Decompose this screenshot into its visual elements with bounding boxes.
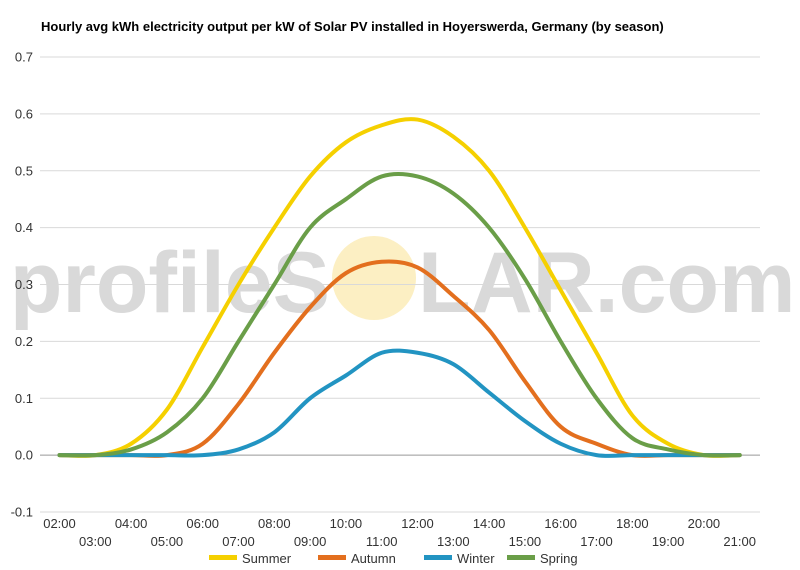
x-tick-label: 08:00 [258, 516, 291, 531]
legend: Summer Autumn Winter Spring [209, 551, 578, 566]
legend-item-winter: Winter [424, 551, 495, 566]
y-tick-label: 0.4 [15, 220, 33, 235]
legend-item-spring: Spring [507, 551, 578, 566]
watermark: profileS LAR.com [10, 235, 796, 331]
legend-label: Spring [540, 551, 578, 566]
series-line-summer [57, 117, 742, 458]
x-tick-label: 10:00 [330, 516, 363, 531]
x-tick-label: 05:00 [151, 534, 184, 549]
x-tick-label: 12:00 [401, 516, 434, 531]
legend-swatch [318, 555, 346, 560]
x-tick-label: 03:00 [79, 534, 112, 549]
x-tick-label: 07:00 [222, 534, 255, 549]
x-tick-label: 13:00 [437, 534, 470, 549]
y-tick-label: 0.3 [15, 277, 33, 292]
x-tick-label: 21:00 [723, 534, 756, 549]
legend-item-autumn: Autumn [318, 551, 396, 566]
legend-label: Winter [457, 551, 495, 566]
y-axis: -0.1 0.0 0.1 0.2 0.3 0.4 0.5 0.6 0.7 [11, 50, 33, 520]
legend-label: Summer [242, 551, 292, 566]
x-tick-label: 19:00 [652, 534, 685, 549]
x-tick-label: 09:00 [294, 534, 327, 549]
x-tick-label: 14:00 [473, 516, 506, 531]
x-tick-label: 18:00 [616, 516, 649, 531]
grid [40, 56, 760, 513]
legend-item-summer: Summer [209, 551, 292, 566]
x-tick-label: 06:00 [186, 516, 219, 531]
x-tick-label: 20:00 [688, 516, 721, 531]
legend-swatch [209, 555, 237, 560]
y-tick-label: 0.1 [15, 391, 33, 406]
x-tick-label: 02:00 [43, 516, 76, 531]
y-tick-label: 0.2 [15, 334, 33, 349]
y-tick-label: 0.7 [15, 50, 33, 65]
legend-label: Autumn [351, 551, 396, 566]
x-tick-label: 16:00 [544, 516, 577, 531]
watermark-sun [332, 236, 416, 320]
series-lines [57, 117, 742, 458]
x-tick-label: 11:00 [366, 534, 398, 549]
y-tick-label: 0.5 [15, 163, 33, 178]
y-tick-label: 0.0 [15, 448, 33, 463]
y-tick-label: -0.1 [11, 505, 33, 520]
legend-swatch [424, 555, 452, 560]
x-tick-label: 04:00 [115, 516, 148, 531]
x-tick-label: 17:00 [580, 534, 613, 549]
legend-swatch [507, 555, 535, 560]
y-tick-label: 0.6 [15, 106, 33, 121]
x-tick-label: 15:00 [509, 534, 542, 549]
watermark-text-left: profileS [10, 235, 330, 331]
series-line-winter [57, 348, 742, 458]
x-axis: 02:0003:0004:0005:0006:0007:0008:0009:00… [43, 516, 756, 549]
watermark-text-right: LAR.com [418, 235, 795, 331]
chart-title: Hourly avg kWh electricity output per kW… [41, 19, 664, 34]
series-line-spring [57, 171, 742, 458]
